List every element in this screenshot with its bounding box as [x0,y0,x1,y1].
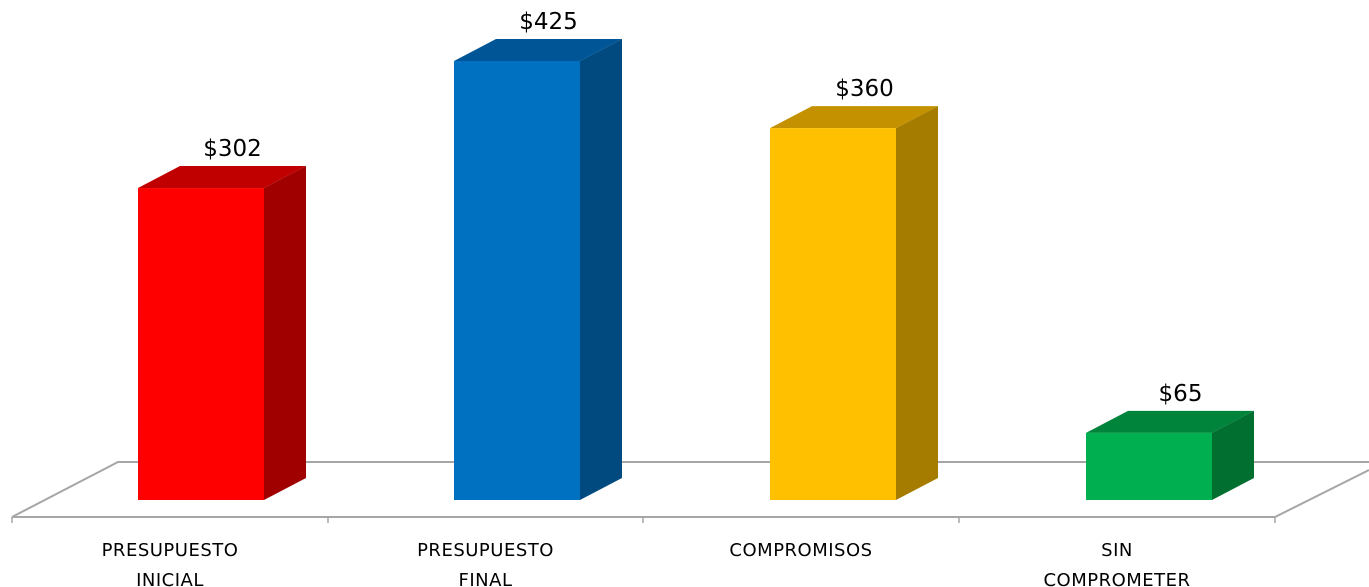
category-labels: PRESUPUESTO INICIAL PRESUPUESTO FINAL COMPRO… [102,540,1190,587]
bar [770,106,938,500]
bar-top-face [454,39,622,61]
value-labels: $302 $425 $360 $65 [203,9,1202,407]
category-label: SIN [1101,540,1133,561]
category-label: INICIAL [136,570,204,587]
bar-side-face [264,166,306,500]
chart-floor [11,461,1369,523]
data-label: $425 [519,9,578,35]
bars [138,39,1254,500]
data-label: $65 [1159,381,1203,407]
data-label: $302 [203,136,262,162]
category-label: COMPROMISOS [729,540,872,561]
floor-outline [11,461,1369,518]
bar-top-face [138,166,306,189]
data-label: $360 [835,76,894,102]
bar-front-face [454,61,580,500]
category-label: COMPROMETER [1043,570,1190,587]
bar-front-face [138,188,264,500]
category-label: FINAL [459,570,513,587]
bar-side-face [580,39,622,500]
bar [138,166,306,500]
bar [454,39,622,500]
bar-top-face [770,106,938,129]
floor-right-edge [1274,469,1369,518]
bar-front-face [1086,432,1212,500]
category-label: PRESUPUESTO [417,540,554,561]
bar-top-face [1086,410,1254,433]
bar-side-face [1212,410,1254,500]
bar-side-face [896,106,938,500]
bar [1086,410,1254,500]
bar-front-face [770,128,896,500]
category-label: PRESUPUESTO [102,540,239,561]
